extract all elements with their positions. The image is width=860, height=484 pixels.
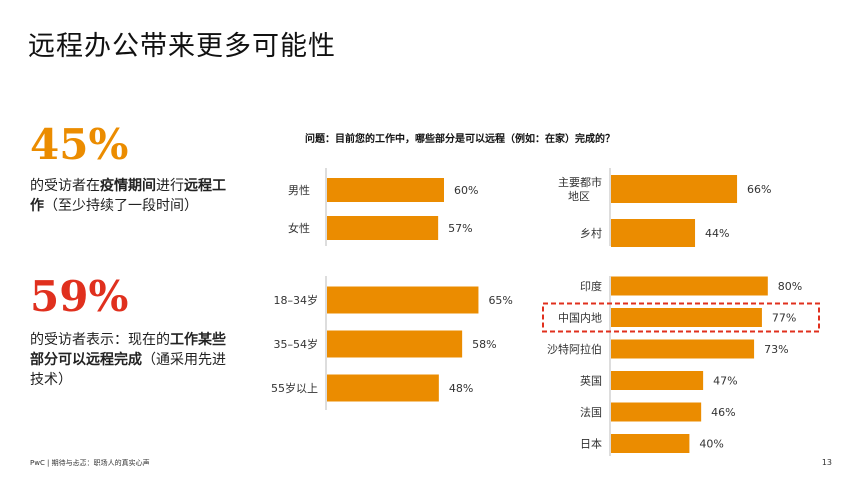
desc-text: （通采用先进技术） — [30, 352, 226, 388]
desc-text: 进行 — [156, 178, 184, 194]
data-label: 44% — [705, 227, 729, 240]
category-label: 沙特阿拉伯 — [547, 342, 602, 356]
data-label: 80% — [778, 280, 802, 293]
data-label: 58% — [472, 338, 496, 351]
stat-description-remote-possible: 的受访者表示：现在的工作某些部分可以远程完成（通采用先进技术） — [30, 330, 235, 390]
bar — [611, 276, 768, 296]
data-label: 46% — [711, 406, 735, 419]
category-label: 主要都市 — [558, 175, 602, 189]
highlight-box — [542, 302, 820, 333]
category-label: 英国 — [580, 374, 602, 388]
bar — [327, 286, 479, 314]
bar — [327, 216, 439, 240]
bar — [611, 339, 755, 359]
bar — [611, 434, 690, 453]
bar — [327, 178, 444, 202]
category-label: 法国 — [580, 405, 602, 419]
category-label: 乡村 — [580, 226, 602, 240]
data-label: 73% — [764, 343, 788, 356]
stat-description-remote-during-pandemic: 的受访者在疫情期间进行远程工作（至少持续了一段时间） — [30, 176, 235, 216]
category-label: 女性 — [288, 221, 310, 235]
category-label: 中国内地 — [558, 311, 602, 325]
data-label: 60% — [454, 184, 478, 197]
data-label: 48% — [449, 382, 473, 395]
bar — [611, 175, 738, 203]
desc-text: 的受访者在 — [30, 178, 100, 194]
data-label: 40% — [699, 438, 723, 451]
bar — [327, 330, 463, 358]
bar — [611, 219, 696, 247]
data-label: 47% — [713, 375, 737, 388]
category-label: 55岁以上 — [271, 381, 318, 395]
category-label: 印度 — [580, 279, 602, 293]
category-label: 日本 — [580, 437, 602, 451]
category-label: 18–34岁 — [274, 293, 319, 307]
stat-value-remote-during-pandemic: 45% — [30, 120, 129, 169]
desc-emphasis: 工作某些部分可以远程完成 — [30, 332, 226, 368]
survey-question: 问题：目前您的工作中，哪些部分是可以远程（例如：在家）完成的？ — [305, 134, 615, 145]
category-label: 35–54岁 — [274, 337, 319, 351]
data-label: 57% — [448, 222, 472, 235]
desc-text: （至少持续了一段时间） — [44, 198, 198, 214]
bar — [327, 374, 439, 402]
data-label: 65% — [488, 294, 512, 307]
bar — [611, 371, 704, 390]
data-label: 77% — [772, 312, 796, 325]
stat-value-remote-possible: 59% — [30, 272, 129, 321]
bar — [611, 402, 702, 422]
page-number: 13 — [821, 458, 832, 467]
desc-emphasis: 疫情期间 — [100, 178, 156, 194]
category-label: 地区 — [568, 190, 590, 203]
desc-text: 的受访者表示：现在的 — [30, 332, 170, 348]
page-title: 远程办公带来更多可能性 — [28, 31, 336, 62]
desc-emphasis: 远程工作 — [30, 178, 226, 214]
footer-source: PwC | 期待与忐忑：职场人的真实心声 — [30, 459, 150, 467]
bar — [611, 308, 762, 327]
category-label: 男性 — [288, 183, 310, 197]
data-label: 66% — [747, 183, 771, 196]
